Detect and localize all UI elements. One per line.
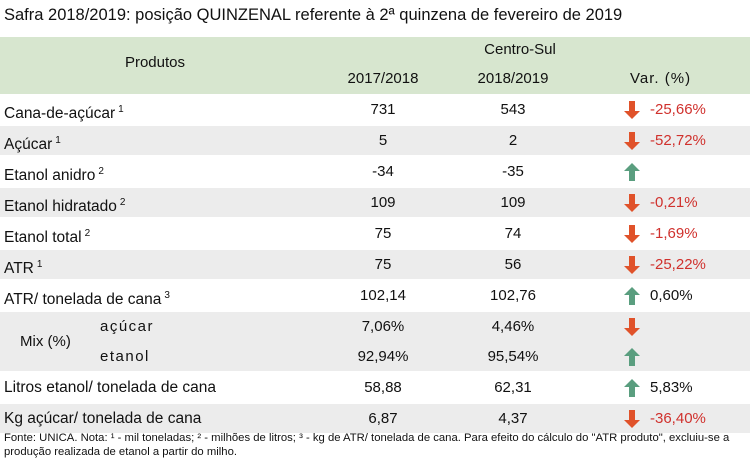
sub-label: açúcar xyxy=(100,318,155,335)
variation: -1,69% xyxy=(650,225,698,242)
row-label: ATR 1 xyxy=(4,259,43,277)
footnote-mark: 3 xyxy=(164,290,170,301)
value-cell: 75 xyxy=(374,256,392,273)
value-cell: 58,88 xyxy=(364,379,402,396)
arrow-up xyxy=(624,348,640,366)
variation: 5,83% xyxy=(650,379,693,396)
variation: -36,40% xyxy=(650,410,706,427)
value-cell: 4,37 xyxy=(498,410,528,427)
header-band xyxy=(0,37,750,94)
arrow-down xyxy=(624,225,640,243)
value-cell: 102,76 xyxy=(490,287,536,304)
header-region: Centro-Sul xyxy=(484,41,556,58)
value-cell: 75 xyxy=(374,225,392,242)
row-band xyxy=(0,312,750,371)
row-band xyxy=(0,373,750,402)
arrow-up xyxy=(624,163,640,181)
value-cell: 62,31 xyxy=(494,379,532,396)
footnote-mark: 2 xyxy=(98,166,104,177)
row-band xyxy=(0,126,750,155)
row-label: Açúcar 1 xyxy=(4,135,61,153)
header-year: 2017/2018 xyxy=(347,70,419,87)
row-band xyxy=(0,157,750,186)
row-label: Litros etanol/ tonelada de cana xyxy=(4,379,216,396)
footnote-mark: 2 xyxy=(84,228,91,239)
arrow-down xyxy=(624,132,640,150)
row-label: Mix (%) xyxy=(20,333,71,350)
row-band xyxy=(0,219,750,248)
variation: -52,72% xyxy=(650,132,706,149)
arrow-down xyxy=(624,256,640,274)
row-label: Etanol anidro 2 xyxy=(4,166,104,184)
variation: -25,66% xyxy=(650,101,706,118)
variation: 0,60% xyxy=(650,287,693,304)
row-band xyxy=(0,404,750,433)
footnote-mark: 2 xyxy=(119,197,126,208)
row-band xyxy=(0,188,750,217)
row-label: Etanol hidratado 2 xyxy=(4,197,126,215)
row-label: ATR/ tonelada de cana 3 xyxy=(4,290,170,308)
arrow-up xyxy=(624,379,640,397)
value-cell: 2 xyxy=(508,132,518,149)
arrow-down xyxy=(624,318,640,336)
row-label: Kg açúcar/ tonelada de cana xyxy=(4,410,202,427)
arrow-down xyxy=(624,194,640,212)
arrow-up xyxy=(624,287,640,305)
value-cell: 5 xyxy=(378,132,388,149)
value-cell: 4,46% xyxy=(491,318,535,335)
value-cell: 6,87 xyxy=(368,410,398,427)
value-cell: 102,14 xyxy=(360,287,406,304)
value-cell: 74 xyxy=(504,225,522,242)
footnote: Fonte: UNICA. Nota: ¹ - mil toneladas; ²… xyxy=(4,432,730,458)
row-label: Etanol total 2 xyxy=(4,228,91,246)
row-band xyxy=(0,281,750,310)
sub-label: etanol xyxy=(100,348,150,365)
header-products: Produtos xyxy=(124,54,186,71)
variation: -0,21% xyxy=(650,194,698,211)
row-band xyxy=(0,250,750,279)
value-cell: 109 xyxy=(370,194,396,211)
variation: -25,22% xyxy=(650,256,706,273)
arrow-down xyxy=(624,410,640,428)
header-year: 2018/2019 xyxy=(477,70,549,87)
value-cell: 731 xyxy=(370,101,396,118)
value-cell: -34 xyxy=(372,163,394,180)
value-cell: 109 xyxy=(500,194,526,211)
value-cell: 543 xyxy=(500,101,526,118)
value-cell: -35 xyxy=(502,163,524,180)
title: Safra 2018/2019: posição QUINZENAL refer… xyxy=(4,6,623,24)
row-band xyxy=(0,95,750,124)
footnote-mark: 1 xyxy=(118,104,124,115)
arrow-down xyxy=(624,101,640,119)
header-variation: Var. (%) xyxy=(630,70,692,87)
value-cell: 56 xyxy=(504,256,522,273)
value-cell: 7,06% xyxy=(361,318,405,335)
footnote-mark: 1 xyxy=(55,135,61,146)
value-cell: 92,94% xyxy=(357,348,409,365)
value-cell: 95,54% xyxy=(487,348,539,365)
row-label: Cana-de-açúcar 1 xyxy=(4,104,124,122)
footnote-mark: 1 xyxy=(36,259,43,270)
